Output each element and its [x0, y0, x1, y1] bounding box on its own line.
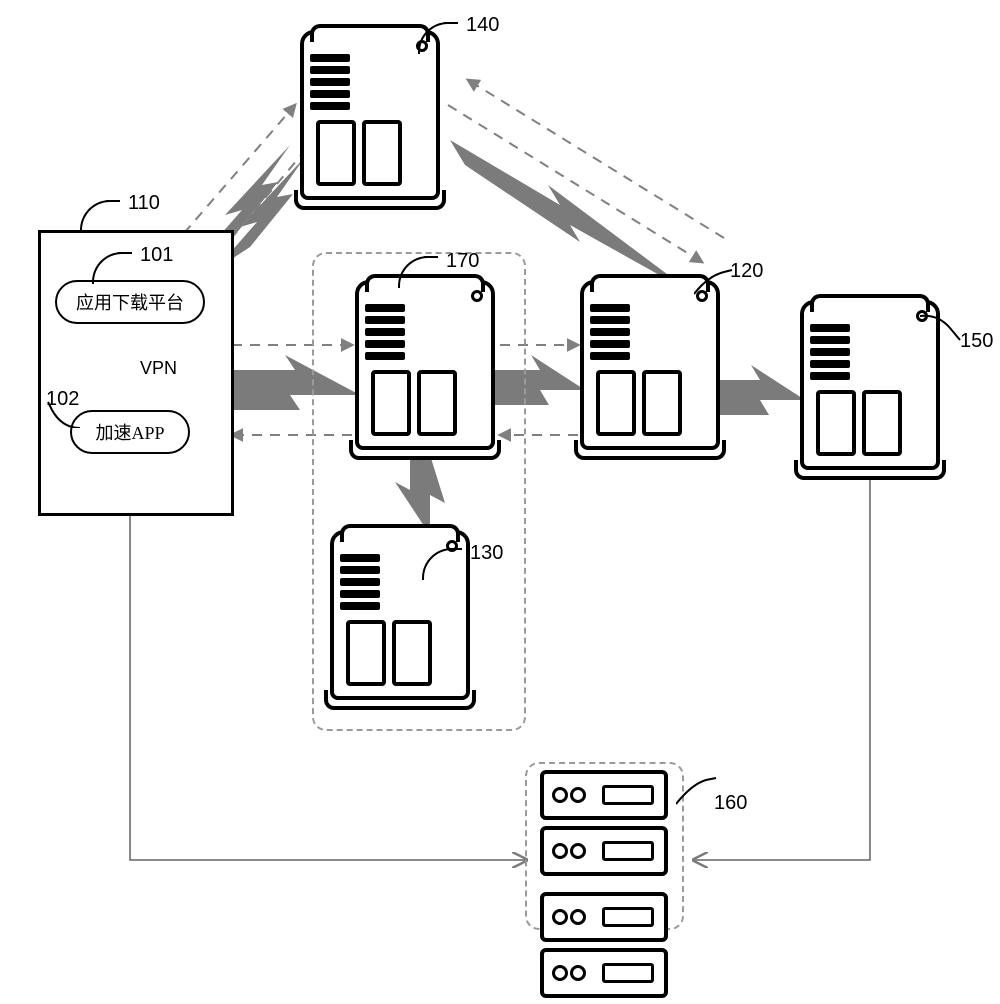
label-110: 110 [128, 192, 160, 215]
diagram-canvas: 110 应用下载平台 101 加速APP 102 VPN 140 170 120 [0, 0, 1000, 960]
pill-app-download-platform: 应用下载平台 [55, 280, 205, 324]
client-device-110 [38, 230, 234, 516]
label-101: 101 [140, 244, 173, 267]
pill-accelerator-app: 加速APP [70, 410, 190, 454]
leader-150 [920, 310, 964, 350]
server-120 [580, 280, 720, 450]
rack-160 [540, 770, 668, 1004]
dashed-arrow [172, 105, 295, 247]
leader-170 [398, 256, 428, 286]
label-120: 120 [730, 260, 763, 283]
pill-text: 应用下载平台 [76, 289, 184, 315]
server-170 [355, 280, 495, 450]
label-140: 140 [466, 14, 499, 37]
label-130: 130 [470, 542, 503, 565]
leader-140 [418, 22, 448, 52]
leader-120 [694, 268, 734, 298]
leader-130 [422, 548, 452, 578]
leader-101 [92, 252, 122, 282]
server-150 [800, 300, 940, 470]
label-150: 150 [960, 330, 993, 353]
vpn-label: VPN [140, 358, 177, 379]
bolt-120-150 [720, 365, 805, 415]
dashed-arrow [468, 80, 724, 238]
leader-160 [676, 774, 720, 810]
label-170: 170 [446, 250, 479, 273]
server-140 [300, 30, 440, 200]
pill-text: 加速APP [95, 419, 164, 445]
dashed-arrow [448, 105, 702, 262]
leader-102 [44, 398, 84, 428]
leader-110 [80, 200, 110, 230]
